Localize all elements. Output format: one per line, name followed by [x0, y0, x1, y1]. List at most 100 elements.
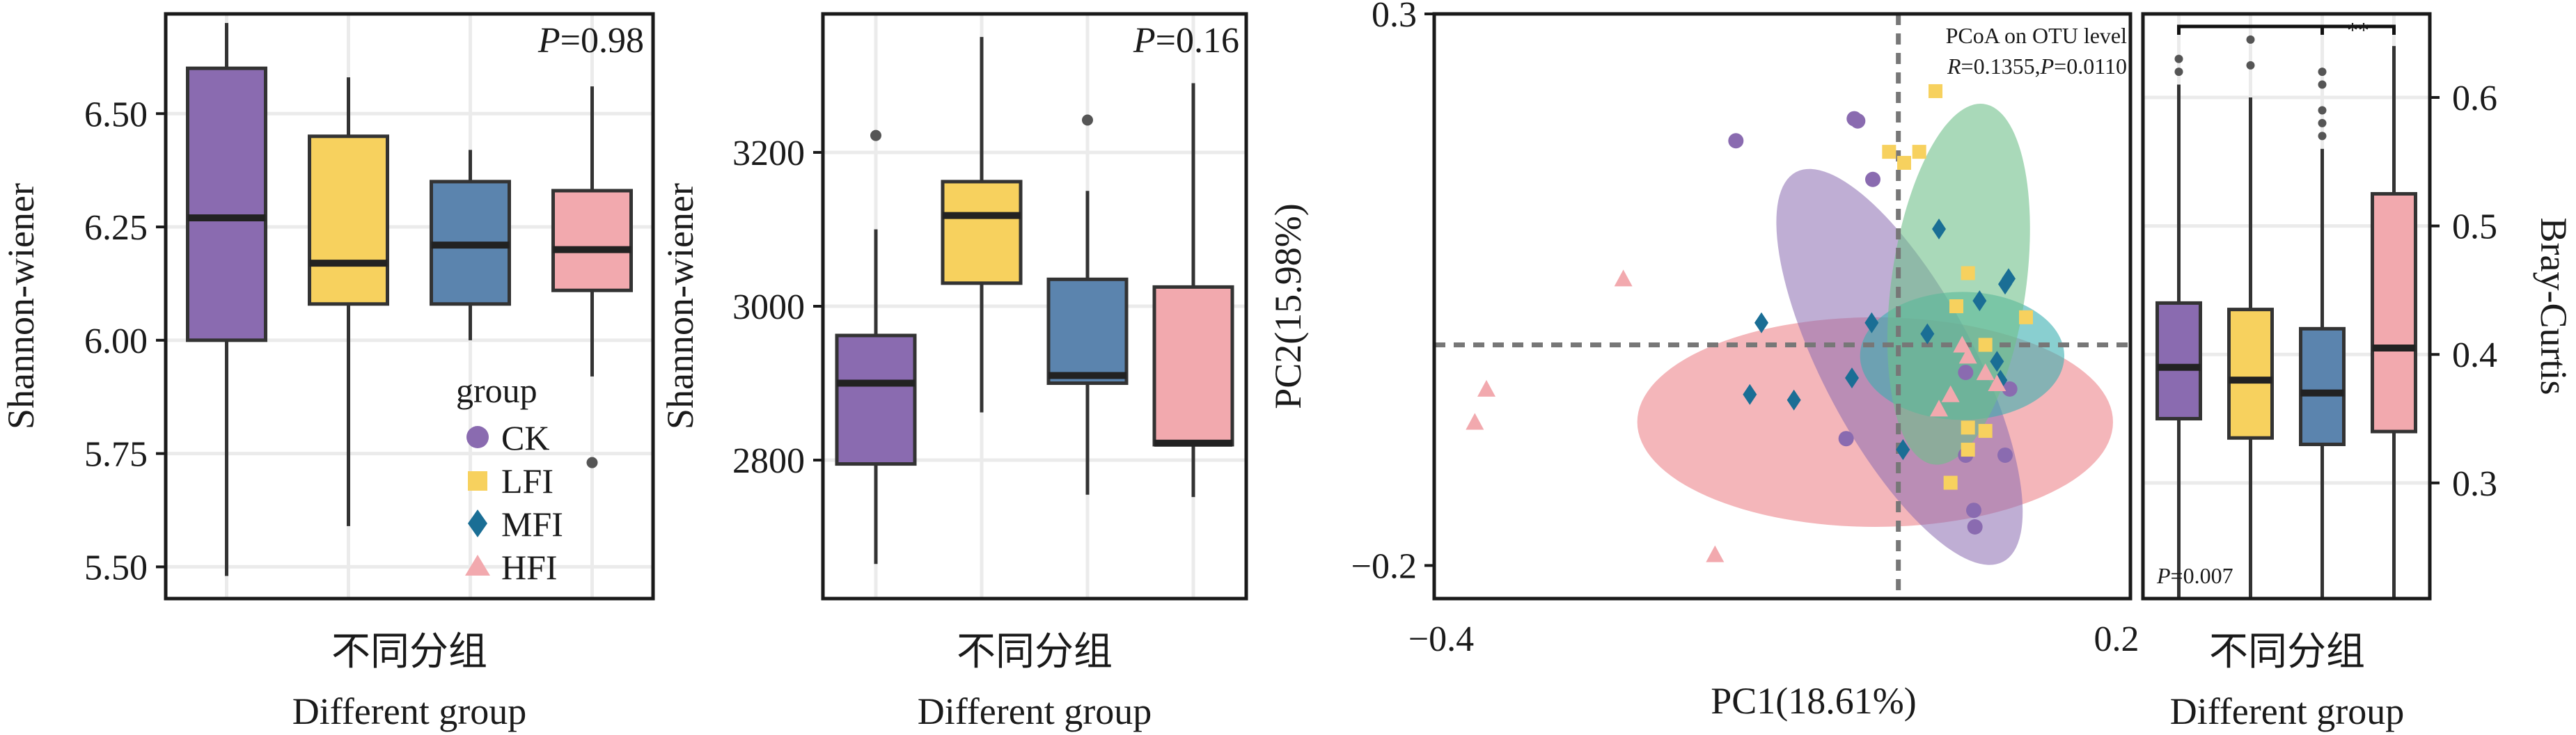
point-lfi-7: [1961, 420, 1975, 435]
significance-stars: **: [2347, 17, 2369, 42]
series-hfi: [1466, 269, 2006, 562]
legend-mfi-label: MFI: [501, 505, 563, 544]
ellipse-lfi: [1887, 103, 2030, 465]
point-ck-2: [1850, 113, 1866, 129]
outlier-1: [2174, 54, 2183, 63]
y-tick-label-2: 0.5: [2452, 207, 2497, 247]
panel-d-bray-curtis: 0.3 0.4 0.5 0.6 ** P=0.007 Bray-Curtis 不同分组…: [2141, 12, 2575, 732]
point-hfi-6: [1976, 363, 1995, 381]
outlier-1: [2318, 118, 2327, 127]
panel-d-x-title-cn: 不同分组: [2209, 629, 2365, 674]
y-tick-label-0: 0.3: [2452, 464, 2497, 504]
point-lfi-11: [1943, 475, 1958, 490]
outlier-4: [2318, 68, 2327, 77]
point-mfi-12: [1896, 439, 1910, 461]
point-mfi-8: [1990, 351, 2004, 372]
panel-d-significance: **: [2177, 17, 2396, 42]
series-mfi: [1743, 219, 2016, 461]
point-hfi-9: [1941, 385, 1960, 402]
box-hfi: [551, 86, 633, 468]
panel-c-x-title: PC1(18.61%): [1711, 680, 1917, 722]
point-lfi-5: [1961, 266, 1975, 280]
panel-a-y-title: Shannon-wiener: [0, 183, 42, 429]
panel-b-x-title-en: Different group: [918, 690, 1152, 732]
outlier-2: [2318, 106, 2327, 115]
panel-d-frame: [2141, 12, 2432, 601]
box-ck: [835, 129, 917, 564]
outlier-1: [2246, 35, 2255, 44]
point-hfi-1: [1477, 379, 1495, 397]
panel-c-points: [1466, 84, 2033, 562]
box-mfi: [1046, 114, 1129, 495]
y-tick-label-top: 0.3: [1372, 0, 1417, 35]
series-lfi: [1882, 84, 2033, 490]
y-tick-label-bottom: −0.2: [1351, 546, 1417, 586]
panel-d-boxes: [2155, 35, 2417, 599]
bracket-mfi-hfi: [2320, 24, 2396, 35]
point-hfi-0: [1466, 413, 1484, 430]
panel-a-shannon-otu: 5.50 5.75 6.00 6.25 6.50 P=0.98 Shannon-wien…: [0, 12, 655, 732]
box-body: [308, 134, 389, 306]
point-lfi-10: [2019, 310, 2033, 324]
panel-a-frame: [164, 12, 655, 601]
legend-hfi-label: HFI: [501, 548, 558, 587]
panel-d-p-value: P=0.007: [2156, 563, 2233, 588]
y-tick-label-0: 5.50: [84, 548, 148, 587]
point-hfi-2: [1614, 269, 1633, 287]
panel-b-p-value: P=0.16: [1133, 21, 1239, 61]
point-mfi-2: [1786, 389, 1801, 411]
box-mfi: [430, 150, 511, 340]
point-lfi-2: [1929, 84, 1942, 98]
point-ck-0: [1728, 133, 1744, 149]
panel-d-y-title: Bray-Curtis: [2533, 218, 2575, 395]
panel-a-boxes: [186, 23, 633, 576]
box-body: [835, 333, 917, 466]
box-lfi: [308, 77, 389, 526]
panel-a-x-title-cn: 不同分组: [331, 629, 487, 674]
point-lfi-9: [1978, 424, 1993, 438]
outlier-0: [2246, 61, 2255, 70]
panel-c-y-title: PC2(15.98%): [1267, 203, 1309, 409]
box-mfi: [2299, 68, 2346, 599]
box-lfi: [941, 37, 1023, 413]
y-tick-label-1: 5.75: [84, 435, 148, 475]
box-body: [186, 66, 267, 342]
outlier-0: [586, 457, 598, 468]
y-tick-label-3: 0.6: [2452, 79, 2497, 118]
y-tick-label-1: 0.4: [2452, 335, 2497, 375]
point-mfi-7: [1972, 290, 1987, 312]
panel-b-y-title: Shannon-wiener: [659, 183, 701, 429]
box-body: [2299, 326, 2346, 446]
point-ck-7: [1967, 519, 1983, 535]
point-lfi-3: [1912, 145, 1926, 159]
point-mfi-5: [1920, 323, 1935, 345]
point-lfi-6: [1978, 338, 1993, 352]
box-body: [551, 189, 633, 292]
box-body: [941, 180, 1023, 285]
point-hfi-5: [1958, 347, 1977, 364]
panel-a-p-value: P=0.98: [537, 21, 644, 61]
box-body: [2155, 301, 2202, 421]
point-mfi-3: [1864, 312, 1879, 333]
legend-lfi-label: LFI: [501, 461, 553, 500]
point-ck-6: [1966, 503, 1981, 519]
panel-c-reference-lines: [1434, 14, 2130, 599]
point-lfi-8: [1961, 443, 1975, 457]
panel-a-y-axis: 5.50 5.75 6.00 6.25 6.50: [84, 95, 166, 587]
y-tick-label-2: 3200: [732, 134, 805, 173]
legend-ck-label: CK: [501, 418, 549, 457]
point-ck-4: [1958, 365, 1974, 381]
legend-hfi-marker: [465, 555, 490, 576]
legend: group CK LFI MFI HFI: [456, 371, 563, 587]
y-tick-label-0: 2800: [732, 441, 805, 481]
point-hfi-7: [1988, 374, 2006, 391]
box-body: [1152, 285, 1234, 447]
panel-b-x-title-cn: 不同分组: [957, 629, 1113, 674]
box-lfi: [2227, 35, 2274, 599]
y-tick-label-2: 6.00: [84, 322, 148, 361]
x-tick-label-right: 0.2: [2094, 619, 2139, 659]
panel-b-boxes: [835, 37, 1234, 564]
point-mfi-6: [1932, 219, 1946, 240]
point-hfi-3: [1706, 545, 1725, 562]
